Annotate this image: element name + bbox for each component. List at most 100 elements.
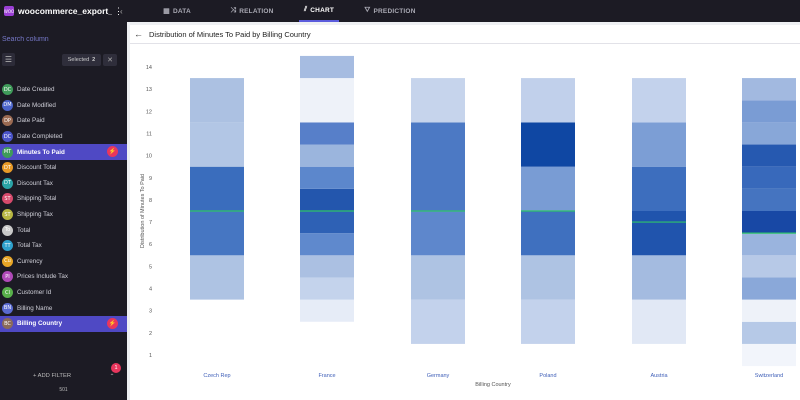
tab-chart[interactable]: ⫽ CHART bbox=[299, 0, 339, 22]
y-tick-label: 4 bbox=[149, 287, 152, 293]
heatmap-cell bbox=[300, 78, 354, 123]
column-label: Currency bbox=[17, 257, 43, 265]
heatmap-cell bbox=[742, 211, 796, 234]
y-tick-label: 2 bbox=[149, 331, 152, 337]
column-label: Date Completed bbox=[17, 133, 63, 141]
column-item[interactable]: To Total bbox=[0, 222, 127, 238]
chart-header: ← Distribution of Minutes To Paid by Bil… bbox=[130, 25, 800, 44]
tab-label: PREDICTION bbox=[373, 7, 416, 15]
x-tick-label: Germany bbox=[427, 373, 450, 379]
column-type-badge: BC bbox=[2, 318, 13, 330]
column-type-badge: DM bbox=[2, 99, 13, 111]
column-label: Date Created bbox=[17, 86, 55, 94]
heatmap-cell bbox=[190, 122, 244, 167]
heatmap-cell bbox=[521, 166, 575, 211]
heatmap-cell bbox=[521, 78, 575, 123]
column-item[interactable]: TT Total Tax bbox=[0, 238, 127, 254]
column-list: DC Date Created DM Date Modified DP Date Paid… bbox=[0, 82, 127, 332]
heatmap-cell bbox=[300, 255, 354, 278]
column-type-badge: ST bbox=[2, 209, 13, 221]
column-type-badge: DT bbox=[2, 162, 13, 174]
x-tick-label: Poland bbox=[539, 373, 556, 379]
column-item[interactable]: ST Shipping Total bbox=[0, 191, 127, 207]
notification-badge[interactable]: 1 bbox=[111, 363, 121, 373]
column-item[interactable]: PI Prices Include Tax bbox=[0, 269, 127, 285]
table-icon: ▦ bbox=[163, 8, 170, 15]
y-axis-label: Distribution of Minutes To Paid bbox=[140, 174, 146, 248]
heatmap-cell bbox=[742, 188, 796, 211]
lightning-icon[interactable]: ⚡ bbox=[107, 146, 118, 158]
add-filter-button[interactable]: + ADD FILTER bbox=[32, 373, 72, 379]
chart-title: Distribution of Minutes To Paid by Billi… bbox=[149, 29, 311, 39]
x-tick-label: Czech Rep bbox=[203, 373, 230, 379]
column-type-badge: ST bbox=[2, 193, 13, 205]
column-type-badge: CI bbox=[2, 287, 13, 299]
y-tick-label: 1 bbox=[149, 353, 152, 359]
column-label: Date Modified bbox=[17, 101, 56, 109]
column-item[interactable]: Cu Currency bbox=[0, 254, 127, 270]
heatmap-cell bbox=[300, 299, 354, 322]
column-item[interactable]: ST Shipping Tax bbox=[0, 207, 127, 223]
top-navigation: ▦ DATA ⤨ RELATION ⫽ CHART ⛛ PREDICTION bbox=[127, 0, 800, 22]
heatmap-cell bbox=[742, 321, 796, 344]
column-item[interactable]: DP Date Paid bbox=[0, 113, 127, 129]
row-count: 501 bbox=[0, 387, 127, 393]
tab-data[interactable]: ▦ DATA bbox=[157, 0, 197, 22]
prediction-icon: ⛛ bbox=[364, 7, 371, 14]
more-options-icon[interactable]: ⋮ bbox=[114, 5, 123, 16]
column-item[interactable]: DC Date Created bbox=[0, 82, 127, 98]
column-label: Billing Name bbox=[17, 304, 53, 312]
column-item[interactable]: MT Minutes To Paid ⚡ bbox=[0, 144, 127, 160]
column-item[interactable]: CI Customer Id bbox=[0, 285, 127, 301]
tab-label: CHART bbox=[310, 6, 335, 14]
heatmap-cell bbox=[632, 78, 686, 123]
selected-label: Selected bbox=[67, 57, 90, 63]
heatmap-cell bbox=[300, 211, 354, 234]
column-item[interactable]: BN Billing Name bbox=[0, 300, 127, 316]
column-type-badge: DC bbox=[2, 131, 13, 143]
column-item[interactable]: DT Discount Total bbox=[0, 160, 127, 176]
back-arrow-icon[interactable]: ← bbox=[134, 29, 143, 39]
shuffle-icon: ⤨ bbox=[230, 7, 237, 14]
heatmap-cell bbox=[742, 78, 796, 101]
column-type-badge: DT bbox=[2, 177, 13, 189]
clear-selection-icon[interactable]: ✕ bbox=[103, 54, 117, 66]
sidebar-footer: + ADD FILTER ⌃ bbox=[0, 366, 127, 386]
heatmap-cell bbox=[742, 100, 796, 123]
selected-count: 2 bbox=[92, 57, 96, 63]
search-column-input[interactable] bbox=[2, 33, 122, 45]
heatmap-cell bbox=[632, 255, 686, 300]
y-tick-label: 5 bbox=[149, 264, 152, 270]
column-label: Date Paid bbox=[17, 117, 45, 125]
sidebar: WOO woocommerce_export_e... ⋮ ‹ ☰ Select… bbox=[0, 0, 127, 400]
tab-relation[interactable]: ⤨ RELATION bbox=[222, 0, 282, 22]
column-label: Prices Include Tax bbox=[17, 273, 68, 281]
x-tick-label: Switzerland bbox=[755, 373, 783, 379]
column-item[interactable]: DM Date Modified bbox=[0, 98, 127, 114]
column-item[interactable]: DT Discount Tax bbox=[0, 176, 127, 192]
heatmap-cell bbox=[190, 166, 244, 211]
x-axis-label: Billing Country bbox=[475, 382, 511, 388]
y-tick-label: 6 bbox=[149, 242, 152, 248]
y-tick-label: 8 bbox=[149, 198, 152, 204]
heatmap-cell bbox=[521, 299, 575, 344]
heatmap-cell bbox=[742, 277, 796, 300]
chevron-up-icon[interactable]: ⌃ bbox=[109, 373, 115, 380]
selected-chip[interactable]: Selected 2 bbox=[62, 54, 101, 66]
lightning-icon[interactable]: ⚡ bbox=[107, 317, 118, 329]
column-item[interactable]: DC Date Completed bbox=[0, 129, 127, 145]
chart-icon: ⫽ bbox=[303, 6, 308, 13]
collapse-sidebar-icon[interactable]: ‹ bbox=[120, 7, 123, 16]
heatmap-cell bbox=[190, 255, 244, 300]
heatmap-cell bbox=[632, 211, 686, 256]
heatmap-cell bbox=[190, 78, 244, 123]
tab-prediction[interactable]: ⛛ PREDICTION bbox=[360, 0, 420, 22]
column-label: Discount Tax bbox=[17, 179, 53, 187]
filter-icon[interactable]: ☰ bbox=[2, 53, 15, 66]
y-tick-label: 14 bbox=[146, 65, 152, 71]
sidebar-toolbar: ☰ Selected 2 ✕ bbox=[0, 53, 127, 67]
heatmap-cell bbox=[742, 122, 796, 145]
column-label: Total Tax bbox=[17, 242, 42, 250]
column-item[interactable]: BC Billing Country ⚡ bbox=[0, 315, 127, 332]
